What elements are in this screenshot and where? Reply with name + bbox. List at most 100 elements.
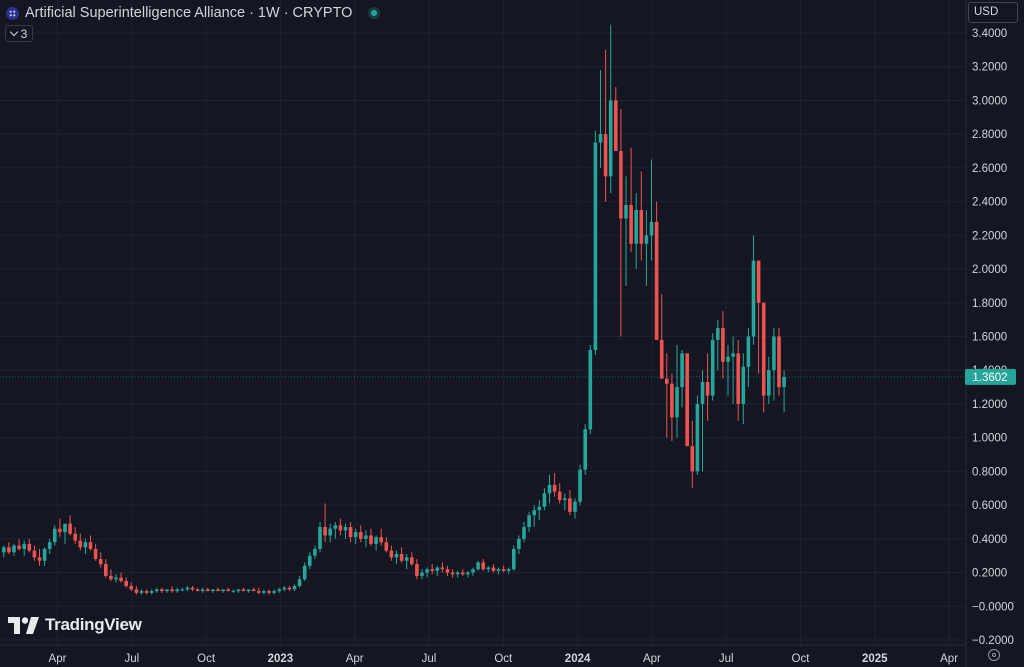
currency-selector[interactable]: USD xyxy=(968,2,1018,23)
candle[interactable] xyxy=(313,545,317,560)
candle[interactable] xyxy=(772,328,776,401)
candle[interactable] xyxy=(63,523,67,544)
candle[interactable] xyxy=(619,108,623,337)
candle[interactable] xyxy=(557,483,562,504)
candle[interactable] xyxy=(394,550,399,565)
candle[interactable] xyxy=(389,545,394,561)
candle[interactable] xyxy=(333,521,338,539)
candle[interactable] xyxy=(175,587,179,593)
candle[interactable] xyxy=(675,344,679,438)
candle[interactable] xyxy=(777,328,781,396)
candle[interactable] xyxy=(751,235,756,345)
candle[interactable] xyxy=(144,589,149,595)
candle[interactable] xyxy=(404,554,409,570)
candle[interactable] xyxy=(287,586,292,592)
candle[interactable] xyxy=(486,565,491,573)
candle[interactable] xyxy=(578,464,582,506)
candle[interactable] xyxy=(328,523,332,543)
candle[interactable] xyxy=(170,586,174,593)
candle[interactable] xyxy=(634,193,638,270)
candle[interactable] xyxy=(639,171,644,261)
candle[interactable] xyxy=(767,356,771,404)
candle[interactable] xyxy=(200,587,205,593)
candle[interactable] xyxy=(369,528,373,546)
candle[interactable] xyxy=(348,521,353,543)
candle[interactable] xyxy=(532,505,536,528)
candle[interactable] xyxy=(716,319,720,371)
candle[interactable] xyxy=(726,344,730,396)
candle[interactable] xyxy=(614,86,618,152)
candle[interactable] xyxy=(211,589,215,593)
candle[interactable] xyxy=(83,538,88,555)
candle[interactable] xyxy=(1,545,6,558)
candle[interactable] xyxy=(415,559,419,580)
candle[interactable] xyxy=(226,587,230,592)
symbol-header[interactable]: Artificial Superintelligence Alliance · … xyxy=(6,3,381,23)
candle[interactable] xyxy=(537,500,542,521)
candle[interactable] xyxy=(241,587,246,592)
market-status-icon[interactable] xyxy=(368,7,381,19)
candle[interactable] xyxy=(27,538,32,553)
candle[interactable] xyxy=(216,587,220,592)
candle[interactable] xyxy=(73,527,77,544)
candle[interactable] xyxy=(364,530,368,548)
price-axis[interactable]: 3.4000 3.2000 3.0000 2.8000 2.6000 2.4000 2.20… xyxy=(972,28,1014,647)
candle[interactable] xyxy=(98,552,103,568)
candle[interactable] xyxy=(124,577,128,588)
candle[interactable] xyxy=(308,552,312,570)
candle[interactable] xyxy=(608,24,613,194)
candle[interactable] xyxy=(410,552,414,566)
candle[interactable] xyxy=(282,586,287,592)
candle[interactable] xyxy=(736,339,740,421)
candle[interactable] xyxy=(624,176,628,286)
candle[interactable] xyxy=(471,567,475,576)
candle[interactable] xyxy=(705,353,710,421)
candle[interactable] xyxy=(47,538,52,555)
candle[interactable] xyxy=(435,565,440,576)
candle[interactable] xyxy=(506,567,511,575)
candle[interactable] xyxy=(379,528,383,546)
candle[interactable] xyxy=(425,567,429,578)
time-axis[interactable]: Apr Jul Oct 2023 Apr Jul Oct 2024 Apr Jul Oct 2025 A… xyxy=(49,653,959,665)
candle[interactable] xyxy=(262,589,266,595)
candle[interactable] xyxy=(700,370,705,472)
candle[interactable] xyxy=(481,559,485,571)
candle[interactable] xyxy=(573,498,577,519)
candle[interactable] xyxy=(522,521,526,543)
candle[interactable] xyxy=(746,328,751,388)
candle[interactable] xyxy=(257,587,261,595)
candle[interactable] xyxy=(756,260,761,374)
candle[interactable] xyxy=(149,589,154,595)
candle[interactable] xyxy=(22,540,26,556)
candle[interactable] xyxy=(236,589,241,593)
candle[interactable] xyxy=(88,535,93,551)
candle[interactable] xyxy=(343,523,348,539)
candle[interactable] xyxy=(58,518,62,538)
candle[interactable] xyxy=(165,589,169,593)
candle[interactable] xyxy=(68,515,72,536)
candle[interactable] xyxy=(496,567,501,575)
candle[interactable] xyxy=(461,569,465,576)
candle[interactable] xyxy=(649,159,654,261)
candle[interactable] xyxy=(450,569,455,578)
candle[interactable] xyxy=(665,353,669,438)
candle[interactable] xyxy=(588,344,593,435)
candle[interactable] xyxy=(695,395,700,475)
candle[interactable] xyxy=(598,70,603,168)
candle[interactable] xyxy=(710,333,715,401)
candle-series[interactable] xyxy=(1,24,786,595)
candle[interactable] xyxy=(568,489,572,516)
candle[interactable] xyxy=(297,575,302,588)
candle[interactable] xyxy=(563,493,567,511)
candle[interactable] xyxy=(160,587,164,593)
candle[interactable] xyxy=(104,559,108,578)
candle[interactable] xyxy=(430,564,434,575)
candle[interactable] xyxy=(420,569,424,580)
candle[interactable] xyxy=(374,535,378,551)
candle[interactable] xyxy=(476,560,480,571)
candle[interactable] xyxy=(206,587,210,592)
candle[interactable] xyxy=(139,589,144,595)
candle[interactable] xyxy=(109,569,113,581)
candle[interactable] xyxy=(251,587,256,592)
